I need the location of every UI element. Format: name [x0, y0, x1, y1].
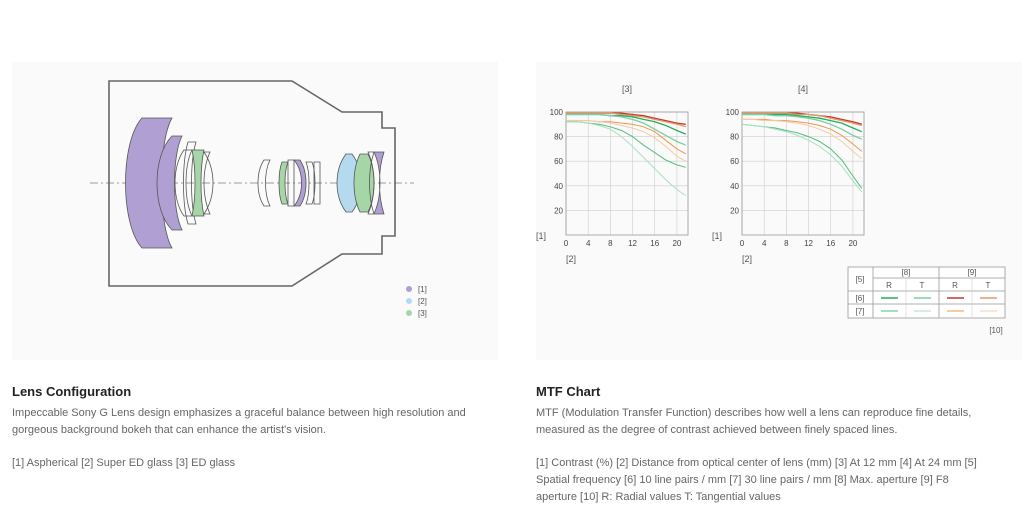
table-corner-label: [5] — [856, 275, 865, 284]
table-col-r-2: R — [952, 281, 958, 290]
lens-config-heading: Lens Configuration — [12, 384, 132, 399]
x-tick-label: 8 — [784, 239, 789, 248]
mtf-chart-heading: MTF Chart — [536, 384, 601, 399]
table-row-10lp: [6] — [856, 294, 865, 303]
x-tick-label: 4 — [762, 239, 767, 248]
lens-element-clear-3 — [203, 151, 214, 215]
lens-element-aspherical-1 — [125, 117, 173, 249]
mtf-series-line-4 — [566, 113, 687, 146]
lens-element-clear-4 — [257, 159, 271, 207]
lens-element-aspherical-2 — [156, 135, 183, 231]
mtf-series-line-6 — [742, 118, 863, 160]
lens-diagram: [1] [2] [3] — [90, 80, 427, 318]
mtf-chart-description: MTF (Modulation Transfer Function) descr… — [536, 407, 972, 436]
mtf-series-line-2 — [566, 112, 686, 128]
lens-element-aspherical-3 — [293, 159, 307, 207]
y-axis-label: [1] — [536, 231, 546, 241]
table-row-30lp: [7] — [856, 307, 865, 316]
table-col-r-1: R — [886, 281, 892, 290]
table-col-t-2: T — [986, 281, 991, 290]
mtf-chart-12mm: [3] 0 4 8 12 16 20 20 40 60 80 100 [1] [2] — [536, 84, 689, 264]
mtf-footnote: [10] — [989, 326, 1002, 335]
table-col-t-1: T — [920, 281, 925, 290]
lens-element-clear-8 — [367, 151, 375, 215]
mtf-chart-notes: [1] Contrast (%) [2] Distance from optic… — [536, 457, 977, 503]
y-tick-label: 80 — [554, 133, 563, 142]
plot-frame — [565, 111, 689, 236]
lens-diagram-panel: [1] [2] [3] — [12, 62, 498, 360]
y-tick-label: 60 — [730, 157, 739, 166]
y-tick-label: 40 — [730, 182, 739, 191]
mtf-series-line-6 — [566, 120, 687, 162]
legend-label-super-ed: [2] — [418, 297, 427, 306]
lens-element-ed-1 — [191, 149, 205, 217]
mtf-series-line-8 — [741, 123, 863, 193]
mtf-series-line-7 — [566, 121, 686, 168]
lens-element-clear-7 — [313, 161, 321, 205]
chart-title: [3] — [622, 84, 632, 94]
y-tick-label: 20 — [554, 206, 563, 215]
y-tick-label: 60 — [554, 157, 563, 166]
x-tick-label: 12 — [804, 239, 813, 248]
table-group-max-aperture: [8] — [902, 268, 911, 277]
mtf-series-line-5 — [742, 118, 863, 152]
x-tick-label: 16 — [826, 239, 835, 248]
y-tick-label: 80 — [730, 133, 739, 142]
lens-element-clear-2 — [183, 141, 197, 225]
mtf-legend-table: [5] [8] [9] R T R T [6] [7] — [847, 266, 1006, 319]
mtf-chart-24mm: [4] 0 4 8 12 16 20 20 40 60 80 100 [1] [2] — [712, 84, 865, 264]
y-tick-label: 100 — [726, 108, 740, 117]
legend-label-aspherical: [1] — [418, 285, 427, 294]
x-tick-label: 16 — [650, 239, 659, 248]
mtf-charts: [3] 0 4 8 12 16 20 20 40 60 80 100 [1] [2] [4] 0 4 8 12 16… — [536, 84, 1006, 335]
mtf-chart-panel: [3] 0 4 8 12 16 20 20 40 60 80 100 [1] [2] [4] 0 4 8 12 16… — [536, 62, 1022, 360]
x-axis-label: [2] — [742, 254, 752, 264]
x-tick-label: 12 — [628, 239, 637, 248]
x-tick-label: 4 — [586, 239, 591, 248]
x-tick-label: 8 — [608, 239, 613, 248]
lens-legend-note: [1] Aspherical [2] Super ED glass [3] ED… — [12, 457, 236, 469]
y-tick-label: 100 — [550, 108, 564, 117]
y-tick-label: 40 — [554, 182, 563, 191]
legend-label-ed: [3] — [418, 309, 427, 318]
x-tick-label: 20 — [848, 239, 857, 248]
lens-legend: [1] [2] [3] — [406, 285, 427, 318]
lens-barrel-outline — [108, 80, 396, 287]
mtf-series-line-4 — [742, 113, 863, 140]
x-tick-label: 0 — [740, 239, 745, 248]
mtf-series-line-8 — [566, 121, 687, 197]
table-group-f8-aperture: [9] — [968, 268, 977, 277]
mtf-series-line-7 — [741, 123, 863, 189]
x-tick-label: 0 — [564, 239, 569, 248]
x-tick-label: 20 — [672, 239, 681, 248]
plot-frame — [741, 111, 865, 236]
y-axis-label: [1] — [712, 231, 722, 241]
lens-config-description: Impeccable Sony G Lens design emphasizes… — [12, 407, 466, 436]
y-tick-label: 20 — [730, 206, 739, 215]
chart-title: [4] — [798, 84, 808, 94]
legend-swatch-aspherical — [406, 286, 412, 292]
lens-element-aspherical-4 — [373, 151, 385, 215]
legend-swatch-super-ed — [406, 298, 412, 304]
mtf-series-line-2 — [742, 112, 862, 127]
legend-swatch-ed — [406, 310, 412, 316]
x-axis-label: [2] — [566, 254, 576, 264]
